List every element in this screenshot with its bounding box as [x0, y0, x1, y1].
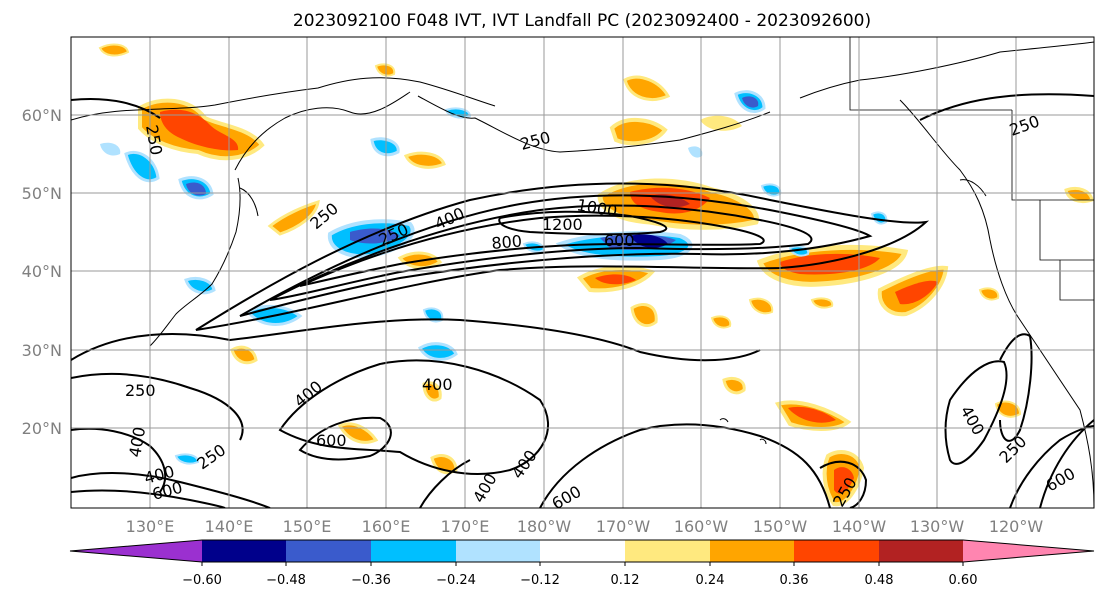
colorbar-segments — [69, 539, 1095, 563]
coastlines — [71, 41, 1094, 508]
lon-label: 140°W — [832, 517, 887, 536]
colorbar-segment — [371, 540, 456, 562]
colorbar-segment — [963, 540, 1094, 562]
positive-pc-shading — [98, 43, 1094, 507]
lon-label: 170°W — [596, 517, 651, 536]
negative-pc-shading — [100, 90, 888, 465]
colorbar-label: −0.12 — [520, 573, 560, 588]
longitude-labels: 130°E 140°E 150°E 160°E 170°E 180°W 170°… — [126, 517, 1044, 536]
contour-label: 250 — [125, 381, 156, 400]
lat-label: 40°N — [22, 262, 62, 281]
lon-label: 130°W — [910, 517, 965, 536]
map-frame — [70, 36, 1095, 509]
contour-label: 600 — [316, 431, 347, 450]
colorbar-label: 0.12 — [611, 573, 640, 588]
lon-label: 150°W — [753, 517, 808, 536]
lon-label: 170°E — [441, 517, 490, 536]
contour-label: 600 — [604, 231, 635, 250]
lon-label: 180°W — [517, 517, 572, 536]
contour-label: 1200 — [542, 215, 583, 234]
colorbar-label: −0.24 — [436, 573, 476, 588]
contour-label: 400 — [422, 375, 453, 394]
lat-label: 30°N — [22, 341, 62, 360]
lon-label: 150°E — [283, 517, 332, 536]
latitude-labels: 60°N 50°N 40°N 30°N 20°N — [22, 106, 62, 438]
colorbar: −0.60 −0.48 −0.36 −0.24 −0.12 0.12 0.24 … — [69, 539, 1095, 588]
lon-label: 160°W — [674, 517, 729, 536]
colorbar-label: −0.48 — [266, 573, 306, 588]
figure-title: 2023092100 F048 IVT, IVT Landfall PC (20… — [293, 11, 871, 31]
colorbar-segment — [456, 540, 540, 562]
colorbar-label: 0.60 — [949, 573, 978, 588]
colorbar-segment — [70, 540, 202, 562]
borders — [849, 37, 1094, 301]
colorbar-segment — [202, 540, 286, 562]
colorbar-tick-labels: −0.60 −0.48 −0.36 −0.24 −0.12 0.12 0.24 … — [182, 573, 977, 588]
colorbar-segment — [710, 540, 794, 562]
lat-label: 50°N — [22, 184, 62, 203]
colorbar-label: 0.36 — [780, 573, 809, 588]
lon-label: 130°E — [126, 517, 175, 536]
colorbar-segment — [794, 540, 879, 562]
colorbar-segment — [879, 540, 963, 562]
colorbar-label: −0.36 — [351, 573, 391, 588]
ivt-contours — [71, 93, 1094, 508]
colorbar-segment — [286, 540, 371, 562]
lat-label: 60°N — [22, 106, 62, 125]
contour-label: 800 — [491, 231, 523, 253]
contour-labels: 250 250 250 250 250 400 800 1000 1200 60… — [125, 111, 1078, 508]
colorbar-label: −0.60 — [182, 573, 222, 588]
colorbar-label: 0.24 — [696, 573, 725, 588]
colorbar-segment — [540, 540, 625, 562]
lon-label: 120°W — [989, 517, 1044, 536]
gridlines — [71, 37, 1094, 508]
colorbar-ticks — [201, 562, 964, 566]
colorbar-label: 0.48 — [865, 573, 894, 588]
map-panel: 250 250 250 250 250 400 800 1000 1200 60… — [70, 36, 1095, 509]
lat-label: 20°N — [22, 419, 62, 438]
lon-label: 140°E — [205, 517, 254, 536]
colorbar-segment — [625, 540, 710, 562]
lon-label: 160°E — [362, 517, 411, 536]
